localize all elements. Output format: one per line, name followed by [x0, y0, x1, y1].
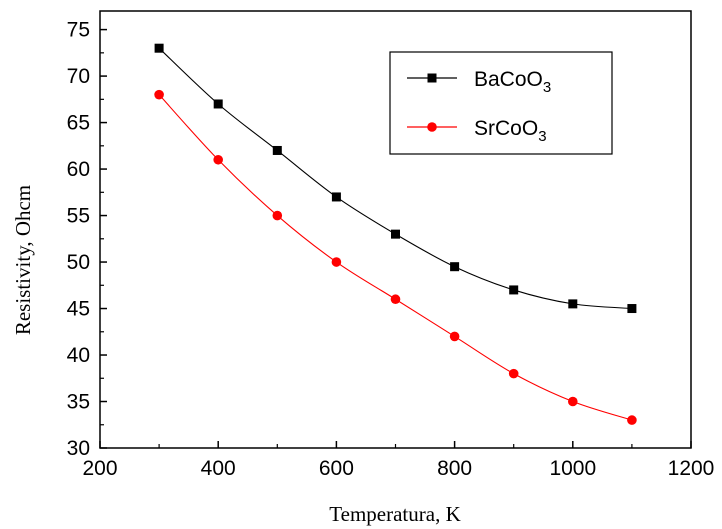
data-point-srcoo	[508, 368, 519, 379]
x-tick-label: 800	[437, 457, 472, 480]
x-tick-label: 400	[201, 457, 236, 480]
legend-subscript: 3	[543, 79, 551, 96]
data-point-bacoo	[213, 99, 223, 109]
y-tick-label: 55	[67, 205, 90, 228]
x-axis-title: Temperatura, K	[329, 502, 460, 526]
x-tick-label: 1200	[668, 457, 715, 480]
data-point-bacoo	[568, 299, 578, 309]
legend-marker	[427, 73, 437, 83]
data-point-bacoo	[391, 229, 400, 239]
plot-area: 200 400 600 800 1000 1200 30 35 40 45 50 55 60 65 70 75…	[67, 10, 715, 480]
series-line-bacoo	[158, 47, 632, 310]
y-tick-label: 65	[67, 112, 90, 135]
x-tick-label: 600	[319, 457, 354, 480]
y-tick-label: 45	[67, 298, 90, 321]
data-point-srcoo	[627, 415, 637, 425]
y-tick-label: 30	[67, 437, 90, 460]
x-tick-label: 200	[82, 457, 117, 480]
y-tick-label: 60	[67, 158, 90, 181]
y-tick-label: 75	[67, 19, 90, 42]
legend-subscript: 3	[538, 128, 546, 145]
data-point-srcoo	[568, 396, 578, 407]
data-point-bacoo	[331, 192, 341, 202]
y-tick-label: 50	[67, 251, 90, 274]
legend-box	[389, 51, 613, 155]
data-point-srcoo	[272, 210, 283, 221]
data-point-bacoo	[509, 285, 519, 295]
legend-marker	[427, 122, 437, 132]
data-point-bacoo	[627, 304, 637, 314]
x-tick-label: 1000	[549, 457, 596, 480]
data-point-bacoo	[272, 145, 282, 155]
data-point-srcoo	[390, 294, 401, 305]
y-tick-label: 70	[67, 65, 90, 88]
y-tick-label: 40	[67, 344, 90, 367]
data-point-bacoo	[154, 43, 164, 53]
data-point-srcoo	[449, 331, 460, 342]
data-point-srcoo	[154, 89, 164, 100]
data-point-srcoo	[213, 154, 223, 165]
data-point-srcoo	[331, 257, 342, 267]
y-axis-title: Resistivity, Ohcm	[11, 185, 35, 335]
y-tick-label: 35	[67, 391, 90, 414]
data-point-bacoo	[450, 262, 460, 272]
